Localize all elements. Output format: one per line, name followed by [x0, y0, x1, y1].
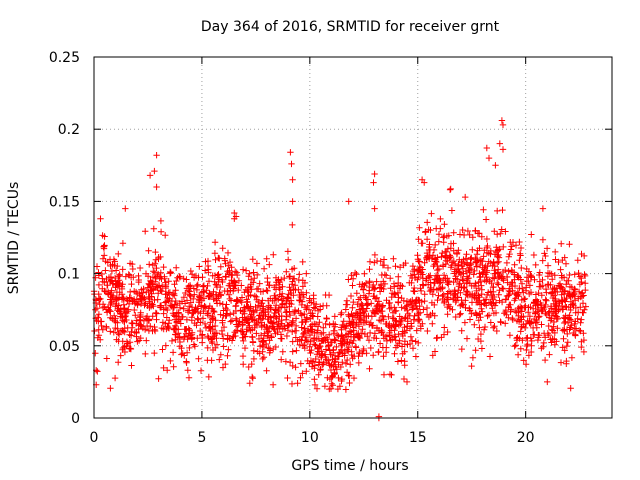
- x-axis-label: GPS time / hours: [291, 458, 408, 474]
- x-tick-label: 0: [90, 430, 99, 446]
- y-tick-label: 0: [71, 411, 80, 427]
- x-tick-label: 10: [301, 430, 319, 446]
- series-markers: [90, 117, 589, 422]
- y-tick-label: 0.05: [49, 339, 80, 355]
- y-axis-label: SRMTID / TECUs: [6, 182, 22, 295]
- y-tick-label: 0.2: [58, 122, 80, 138]
- grid: [94, 57, 612, 418]
- plot-frame: [93, 56, 613, 419]
- chart-title: Day 364 of 2016, SRMTID for receiver grn…: [201, 19, 500, 35]
- y-tick-label: 0.25: [49, 50, 80, 66]
- data-points: [90, 117, 589, 422]
- axis-ticks: 0 5 10 15 20 0 0.05 0.1 0.15 0.2 0.25: [49, 50, 612, 446]
- x-tick-label: 20: [517, 430, 535, 446]
- x-tick-label: 15: [409, 430, 427, 446]
- y-tick-label: 0.15: [49, 194, 80, 210]
- x-tick-label: 5: [197, 430, 206, 446]
- y-tick-label: 0.1: [58, 267, 80, 283]
